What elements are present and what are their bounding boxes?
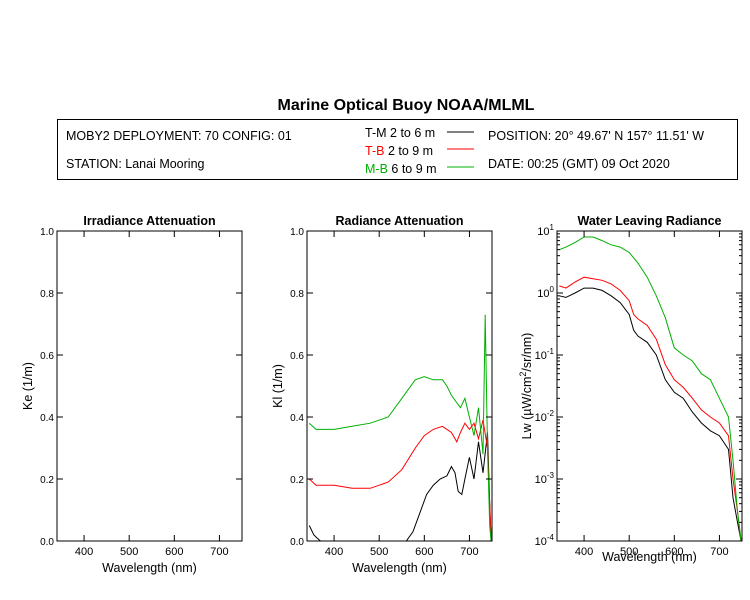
x-tick-label: 700 bbox=[710, 546, 728, 558]
chart-2: 400 500 600 700 0.0 0.2 0.4 0.6 0.8 1.0 Radiance A… bbox=[271, 214, 493, 575]
y-tick-label: 100 bbox=[537, 285, 554, 300]
legend-range-t-m: 2 to 6 m bbox=[390, 126, 436, 140]
chart-3-series-t-m bbox=[559, 287, 742, 541]
x-tick-label: 500 bbox=[620, 546, 638, 558]
y-tick-label: 0.0 bbox=[40, 537, 54, 548]
chart-1: 400 500 600 700 0.0 0.2 0.4 0.6 0.8 1.0 Irradiance… bbox=[21, 214, 243, 575]
y-tick-label: 0.2 bbox=[40, 475, 54, 486]
chart-1-title: Irradiance Attenuation bbox=[83, 214, 215, 228]
y-tick-label: 0.4 bbox=[290, 413, 304, 424]
x-tick-label: 700 bbox=[210, 546, 228, 558]
chart-2-title: Radiance Attenuation bbox=[335, 214, 463, 228]
legend-item-t-m: T-M 2 to 6 m bbox=[365, 126, 435, 140]
y-tick-label: 10-2 bbox=[535, 409, 555, 424]
y-tick-label: 0.6 bbox=[290, 351, 304, 362]
main-title: Marine Optical Buoy NOAA/MLML bbox=[277, 97, 535, 114]
chart-2-frame bbox=[306, 230, 493, 542]
date-label: DATE: 00:25 (GMT) 09 Oct 2020 bbox=[488, 157, 670, 171]
y-tick-label: 101 bbox=[537, 223, 554, 238]
y-tick-label: 0.8 bbox=[40, 289, 54, 300]
x-tick-label: 600 bbox=[415, 546, 433, 558]
y-tick-label: 0.2 bbox=[290, 475, 304, 486]
y-tick-label: 1.0 bbox=[290, 227, 304, 238]
chart-3-frame bbox=[556, 230, 743, 542]
chart-3: 400 500 600 700 101 100 10-1 10-2 10-3 10-4 Water … bbox=[518, 214, 743, 564]
legend-range-t-b: 2 to 9 m bbox=[387, 144, 434, 158]
position-label: POSITION: 20° 49.67' N 157° 11.51' W bbox=[488, 129, 705, 143]
station-label: STATION: Lanai Mooring bbox=[66, 157, 205, 171]
x-tick-label: 600 bbox=[665, 546, 683, 558]
info-box bbox=[57, 119, 738, 180]
x-tick-label: 400 bbox=[325, 546, 343, 558]
x-tick-label: 600 bbox=[165, 546, 183, 558]
legend-item-m-b: M-B 6 to 9 m bbox=[365, 162, 437, 176]
chart-1-xlabel: Wavelength (nm) bbox=[102, 561, 197, 575]
y-tick-label: 10-1 bbox=[535, 347, 555, 362]
x-tick-label: 400 bbox=[75, 546, 93, 558]
x-tick-label: 500 bbox=[370, 546, 388, 558]
legend-code-m-b: M-B bbox=[365, 162, 388, 176]
chart-2-ylabel: Kl (1/m) bbox=[271, 364, 285, 408]
deployment-config: MOBY2 DEPLOYMENT: 70 CONFIG: 01 bbox=[66, 129, 292, 143]
chart-2-series-t-b bbox=[308, 419, 492, 541]
chart-1-ylabel: Ke (1/m) bbox=[21, 362, 35, 410]
legend-range-m-b: 6 to 9 m bbox=[391, 162, 437, 176]
x-tick-label: 700 bbox=[460, 546, 478, 558]
y-tick-label: 0.6 bbox=[40, 351, 54, 362]
y-tick-label: 10-3 bbox=[535, 471, 555, 486]
y-tick-label: 10-4 bbox=[535, 533, 555, 548]
chart-1-frame bbox=[56, 230, 243, 542]
chart-2-series-m-b bbox=[308, 314, 492, 541]
y-tick-label: 0.0 bbox=[290, 537, 304, 548]
legend-code-t-b: T-B bbox=[365, 144, 385, 158]
x-tick-label: 400 bbox=[575, 546, 593, 558]
y-tick-label: 0.8 bbox=[290, 289, 304, 300]
chart-2-xlabel: Wavelength (nm) bbox=[352, 561, 447, 575]
chart-3-xlabel: Wavelength (nm) bbox=[602, 550, 697, 564]
y-tick-label: 1.0 bbox=[40, 227, 54, 238]
chart-3-series-t-b bbox=[559, 276, 742, 541]
chart-3-series-m-b bbox=[559, 236, 742, 541]
legend-item-t-b: T-B 2 to 9 m bbox=[365, 144, 433, 158]
chart-3-title: Water Leaving Radiance bbox=[577, 214, 721, 228]
legend-code-t-m: T-M bbox=[365, 126, 387, 140]
chart-3-ylabel: Lw (µW/cm2/sr/nm) bbox=[518, 333, 534, 440]
chart-2-series-t-m bbox=[308, 432, 492, 541]
y-tick-label: 0.4 bbox=[40, 413, 54, 424]
x-tick-label: 500 bbox=[120, 546, 138, 558]
